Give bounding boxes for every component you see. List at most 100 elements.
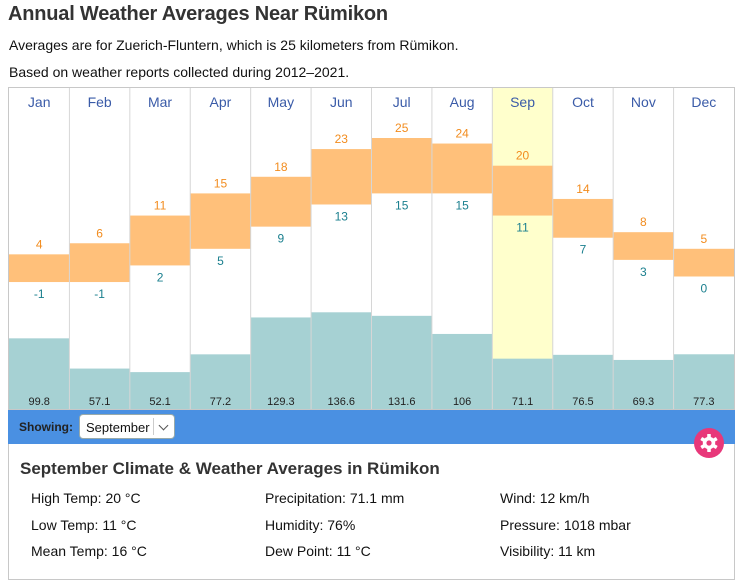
high-temp-label-oct: 14 bbox=[576, 182, 590, 196]
month-label-oct: Oct bbox=[572, 94, 594, 110]
stat-label: Wind: bbox=[500, 490, 536, 506]
month-select[interactable]: September bbox=[79, 414, 175, 439]
precip-bar-mar[interactable] bbox=[129, 372, 191, 409]
stat-value: 12 km/h bbox=[539, 490, 590, 506]
low-temp-label-feb: -1 bbox=[94, 287, 105, 301]
precip-label-oct: 76.5 bbox=[572, 396, 593, 408]
highlight-column-sep bbox=[492, 88, 553, 409]
low-temp-label-apr: 5 bbox=[217, 254, 224, 268]
low-temp-label-mar: 2 bbox=[157, 270, 164, 284]
temp-band-apr[interactable] bbox=[190, 193, 251, 249]
precip-bar-may[interactable] bbox=[250, 317, 312, 409]
showing-bar: Showing: September bbox=[8, 410, 735, 444]
month-select-value: September bbox=[86, 420, 150, 435]
climate-summary-panel: September Climate & Weather Averages in … bbox=[8, 444, 735, 580]
high-temp-label-jun: 23 bbox=[335, 132, 349, 146]
stat-label: Pressure: bbox=[500, 517, 560, 533]
temp-band-may[interactable] bbox=[250, 176, 312, 227]
stat-label: Humidity: bbox=[265, 517, 324, 533]
temp-band-dec[interactable] bbox=[673, 248, 734, 277]
precip-label-sep: 71.1 bbox=[512, 396, 533, 408]
high-temp-label-nov: 8 bbox=[640, 215, 647, 229]
high-temp-label-dec: 5 bbox=[700, 232, 707, 246]
month-label-apr: Apr bbox=[210, 94, 232, 110]
temp-band-oct[interactable] bbox=[552, 198, 614, 238]
low-temp-label-oct: 7 bbox=[580, 243, 587, 257]
gear-icon[interactable] bbox=[694, 428, 724, 458]
temp-band-jan[interactable] bbox=[9, 254, 70, 283]
temp-band-sep[interactable] bbox=[492, 165, 553, 216]
precip-bar-feb[interactable] bbox=[69, 368, 130, 409]
high-temp-label-feb: 6 bbox=[96, 226, 103, 240]
climate-chart[interactable]: Jan 4 -1 99.8 Feb 6 -1 57.1 Mar 11 2 52.1 Apr 15 5 77.2… bbox=[8, 87, 735, 410]
month-label-aug: Aug bbox=[450, 94, 475, 110]
stat-label: Mean Temp: bbox=[31, 543, 108, 559]
low-temp-label-aug: 15 bbox=[455, 198, 469, 212]
precip-bar-jan[interactable] bbox=[9, 338, 70, 409]
stat-humidity: Humidity: 76% bbox=[265, 517, 355, 533]
low-temp-label-may: 9 bbox=[278, 232, 285, 246]
month-label-jan: Jan bbox=[28, 94, 51, 110]
temp-band-jul[interactable] bbox=[371, 138, 432, 194]
precip-label-may: 129.3 bbox=[267, 396, 295, 408]
select-divider bbox=[153, 418, 154, 435]
precip-bar-nov[interactable] bbox=[613, 359, 674, 409]
stat-value: 11 °C bbox=[336, 543, 371, 559]
stat-label: Visibility: bbox=[500, 543, 555, 559]
stat-visibility: Visibility: 11 km bbox=[500, 543, 595, 559]
precip-bar-oct[interactable] bbox=[552, 354, 614, 409]
month-label-mar: Mar bbox=[148, 94, 172, 110]
precip-label-jan: 99.8 bbox=[28, 396, 49, 408]
subtitle-period: Based on weather reports collected durin… bbox=[9, 64, 350, 80]
temp-band-aug[interactable] bbox=[431, 143, 493, 194]
month-label-feb: Feb bbox=[88, 94, 112, 110]
high-temp-label-jul: 25 bbox=[395, 121, 409, 135]
high-temp-label-aug: 24 bbox=[455, 127, 469, 141]
precip-label-nov: 69.3 bbox=[633, 396, 654, 408]
low-temp-label-jul: 15 bbox=[395, 198, 409, 212]
high-temp-label-may: 18 bbox=[274, 160, 288, 174]
temp-band-mar[interactable] bbox=[129, 215, 191, 266]
precip-bar-jul[interactable] bbox=[371, 315, 432, 409]
chevron-down-icon[interactable] bbox=[158, 420, 169, 431]
showing-label: Showing: bbox=[19, 420, 73, 434]
month-label-dec: Dec bbox=[691, 94, 716, 110]
precip-label-dec: 77.3 bbox=[693, 396, 714, 408]
subtitle-distance: Averages are for Zuerich-Fluntern, which… bbox=[9, 37, 459, 53]
precip-bar-dec[interactable] bbox=[673, 354, 734, 409]
stat-pressure: Pressure: 1018 mbar bbox=[500, 517, 631, 533]
stat-value: 1018 mbar bbox=[563, 517, 631, 533]
precip-label-jun: 136.6 bbox=[328, 396, 356, 408]
precip-bar-jun[interactable] bbox=[311, 312, 372, 409]
stat-high-temp: High Temp: 20 °C bbox=[31, 490, 141, 506]
precip-label-feb: 57.1 bbox=[89, 396, 110, 408]
high-temp-label-jan: 4 bbox=[36, 237, 43, 251]
month-label-jun: Jun bbox=[330, 94, 353, 110]
temp-band-feb[interactable] bbox=[69, 243, 130, 283]
high-temp-label-sep: 20 bbox=[516, 149, 530, 163]
stat-precipitation: Precipitation: 71.1 mm bbox=[265, 490, 404, 506]
precip-label-apr: 77.2 bbox=[210, 396, 231, 408]
low-temp-label-jan: -1 bbox=[34, 287, 45, 301]
precip-bar-sep[interactable] bbox=[492, 358, 553, 409]
temp-band-jun[interactable] bbox=[311, 149, 372, 205]
precip-bar-aug[interactable] bbox=[431, 333, 493, 409]
high-temp-label-mar: 11 bbox=[154, 199, 167, 213]
stat-label: Precipitation: bbox=[265, 490, 346, 506]
month-label-may: May bbox=[268, 94, 294, 110]
month-label-nov: Nov bbox=[631, 94, 656, 110]
month-label-sep: Sep bbox=[510, 94, 535, 110]
low-temp-label-sep: 11 bbox=[516, 221, 529, 235]
high-temp-label-apr: 15 bbox=[214, 176, 228, 190]
low-temp-label-jun: 13 bbox=[335, 209, 349, 223]
stat-value: 71.1 mm bbox=[349, 490, 405, 506]
precip-label-jul: 131.6 bbox=[388, 396, 416, 408]
page-title: Annual Weather Averages Near Rümikon bbox=[8, 3, 388, 25]
panel-title: September Climate & Weather Averages in … bbox=[20, 459, 440, 478]
month-label-jul: Jul bbox=[393, 94, 411, 110]
precip-bar-apr[interactable] bbox=[190, 354, 251, 409]
stat-low-temp: Low Temp: 11 °C bbox=[31, 517, 136, 533]
temp-band-nov[interactable] bbox=[613, 232, 674, 260]
stat-value: 16 °C bbox=[111, 543, 147, 559]
precip-label-mar: 52.1 bbox=[149, 396, 170, 408]
